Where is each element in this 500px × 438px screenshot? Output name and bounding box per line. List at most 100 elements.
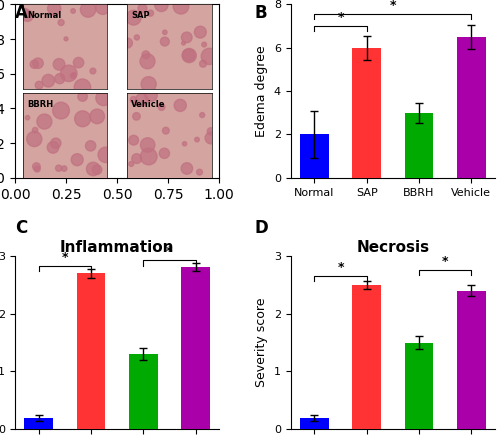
Circle shape <box>58 20 64 25</box>
Circle shape <box>145 89 158 102</box>
Text: C: C <box>15 219 27 237</box>
Circle shape <box>201 48 218 64</box>
Text: *: * <box>338 261 344 274</box>
Circle shape <box>202 42 206 47</box>
Circle shape <box>138 4 147 13</box>
Title: Necrosis: Necrosis <box>356 240 430 254</box>
Circle shape <box>141 77 156 92</box>
Circle shape <box>98 147 114 162</box>
Circle shape <box>182 41 186 45</box>
Circle shape <box>136 94 148 106</box>
Circle shape <box>52 102 70 119</box>
Circle shape <box>22 10 33 21</box>
Circle shape <box>196 169 202 175</box>
Circle shape <box>32 163 40 170</box>
Circle shape <box>207 128 214 135</box>
Circle shape <box>26 131 42 147</box>
Circle shape <box>54 74 65 84</box>
Text: B: B <box>255 4 268 22</box>
Circle shape <box>71 154 83 166</box>
Circle shape <box>90 68 96 74</box>
Circle shape <box>70 73 76 78</box>
Title: Inflammation: Inflammation <box>60 240 174 254</box>
Circle shape <box>60 65 77 81</box>
Circle shape <box>74 79 90 95</box>
Circle shape <box>62 166 67 171</box>
Text: D: D <box>255 219 269 237</box>
Circle shape <box>37 114 52 129</box>
Bar <box>300 418 329 429</box>
Text: *: * <box>166 245 172 258</box>
Y-axis label: Severity score: Severity score <box>256 298 268 387</box>
Bar <box>404 113 434 178</box>
Bar <box>129 354 158 429</box>
Circle shape <box>96 0 110 14</box>
Circle shape <box>42 74 54 87</box>
Bar <box>76 273 106 429</box>
Circle shape <box>160 148 170 159</box>
Circle shape <box>200 113 204 117</box>
Circle shape <box>92 165 102 174</box>
Circle shape <box>174 99 186 111</box>
Circle shape <box>34 166 40 172</box>
Circle shape <box>194 137 200 142</box>
Circle shape <box>140 148 157 165</box>
Text: Vehicle: Vehicle <box>132 100 166 109</box>
Circle shape <box>129 135 138 145</box>
Circle shape <box>154 0 168 11</box>
Bar <box>457 37 486 178</box>
Circle shape <box>74 111 90 127</box>
Text: BBRH: BBRH <box>27 100 53 109</box>
Bar <box>24 418 53 429</box>
Circle shape <box>132 154 141 163</box>
Bar <box>457 290 486 429</box>
Circle shape <box>32 127 38 133</box>
Circle shape <box>132 113 140 120</box>
Circle shape <box>72 72 76 77</box>
Circle shape <box>129 162 134 166</box>
Circle shape <box>78 92 88 101</box>
Circle shape <box>90 109 104 124</box>
Text: Normal: Normal <box>27 11 61 20</box>
Circle shape <box>71 9 76 13</box>
Circle shape <box>182 141 186 146</box>
Text: SAP: SAP <box>132 11 150 20</box>
Circle shape <box>74 57 84 68</box>
Circle shape <box>130 96 136 103</box>
Text: *: * <box>390 0 396 12</box>
Y-axis label: Edema degree: Edema degree <box>256 45 268 137</box>
Circle shape <box>162 30 167 35</box>
Circle shape <box>181 162 192 174</box>
Circle shape <box>142 51 150 59</box>
Text: A: A <box>15 4 28 22</box>
Circle shape <box>158 104 165 110</box>
Circle shape <box>200 60 206 67</box>
Bar <box>352 48 381 178</box>
Bar <box>352 285 381 429</box>
Circle shape <box>122 38 132 48</box>
Text: *: * <box>442 255 448 268</box>
Text: *: * <box>338 11 344 24</box>
Circle shape <box>182 49 195 61</box>
Circle shape <box>160 37 170 46</box>
Bar <box>300 134 329 178</box>
Circle shape <box>96 90 111 106</box>
Circle shape <box>33 58 43 68</box>
Circle shape <box>30 60 38 68</box>
Circle shape <box>182 32 192 43</box>
Circle shape <box>22 9 29 15</box>
Circle shape <box>80 2 96 17</box>
Circle shape <box>148 10 154 16</box>
Circle shape <box>140 138 155 152</box>
Circle shape <box>53 59 65 70</box>
Bar <box>181 267 210 429</box>
Circle shape <box>140 54 155 69</box>
Circle shape <box>50 138 61 148</box>
Circle shape <box>194 26 206 38</box>
Circle shape <box>56 165 62 171</box>
Circle shape <box>64 37 68 41</box>
Text: *: * <box>62 251 68 264</box>
Circle shape <box>134 35 140 40</box>
Circle shape <box>48 2 61 15</box>
Title: Edema: Edema <box>364 0 422 3</box>
